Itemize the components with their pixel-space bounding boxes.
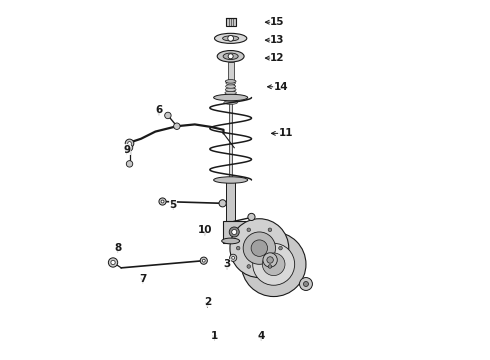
Circle shape <box>247 265 250 268</box>
Text: 11: 11 <box>279 129 294 138</box>
Circle shape <box>161 200 164 203</box>
Circle shape <box>267 257 273 263</box>
Ellipse shape <box>224 98 237 101</box>
Circle shape <box>228 54 233 59</box>
Text: 10: 10 <box>197 225 212 235</box>
Circle shape <box>219 200 226 207</box>
Circle shape <box>125 139 134 148</box>
Text: 2: 2 <box>204 297 211 307</box>
Circle shape <box>128 141 131 145</box>
Circle shape <box>262 253 285 275</box>
Circle shape <box>165 112 171 119</box>
Ellipse shape <box>217 50 244 62</box>
Ellipse shape <box>222 36 239 41</box>
Circle shape <box>247 228 250 231</box>
Circle shape <box>230 254 237 261</box>
Ellipse shape <box>226 81 235 85</box>
Text: 8: 8 <box>114 243 122 253</box>
Circle shape <box>111 260 115 265</box>
Ellipse shape <box>221 238 240 244</box>
Circle shape <box>303 282 309 287</box>
Text: 9: 9 <box>123 144 130 154</box>
Ellipse shape <box>224 101 238 104</box>
Circle shape <box>230 219 289 278</box>
Circle shape <box>299 278 313 291</box>
Text: 3: 3 <box>223 259 231 269</box>
Circle shape <box>263 253 277 267</box>
Text: 5: 5 <box>170 200 177 210</box>
Text: 4: 4 <box>257 331 265 341</box>
Text: 6: 6 <box>155 105 163 115</box>
Ellipse shape <box>214 177 247 183</box>
Bar <box>228 62 234 101</box>
Circle shape <box>173 123 180 130</box>
Text: 15: 15 <box>270 17 285 27</box>
Circle shape <box>279 246 282 250</box>
Ellipse shape <box>214 94 247 101</box>
Circle shape <box>268 228 272 231</box>
Ellipse shape <box>225 91 236 95</box>
Circle shape <box>268 265 272 268</box>
Circle shape <box>251 240 268 256</box>
Text: 13: 13 <box>270 35 285 45</box>
Circle shape <box>126 144 133 151</box>
Circle shape <box>200 257 207 264</box>
Text: 7: 7 <box>139 274 147 284</box>
Circle shape <box>232 256 235 259</box>
Ellipse shape <box>225 88 236 91</box>
Ellipse shape <box>225 85 236 88</box>
Circle shape <box>108 258 118 267</box>
Circle shape <box>248 213 255 221</box>
Bar <box>225 18 236 26</box>
Ellipse shape <box>224 94 237 98</box>
Bar <box>226 177 235 241</box>
Circle shape <box>253 243 294 285</box>
Circle shape <box>159 198 166 205</box>
Bar <box>222 221 246 243</box>
Circle shape <box>242 232 306 297</box>
Text: 12: 12 <box>270 53 285 63</box>
Circle shape <box>229 227 239 237</box>
Bar <box>229 94 232 185</box>
Circle shape <box>126 161 133 167</box>
Circle shape <box>202 259 205 262</box>
Circle shape <box>236 246 240 250</box>
Ellipse shape <box>223 53 238 59</box>
Circle shape <box>232 229 237 234</box>
Circle shape <box>243 232 275 264</box>
Circle shape <box>228 36 234 41</box>
Ellipse shape <box>215 33 247 43</box>
Text: 1: 1 <box>211 331 218 341</box>
Ellipse shape <box>225 80 236 83</box>
Text: 14: 14 <box>273 82 288 92</box>
